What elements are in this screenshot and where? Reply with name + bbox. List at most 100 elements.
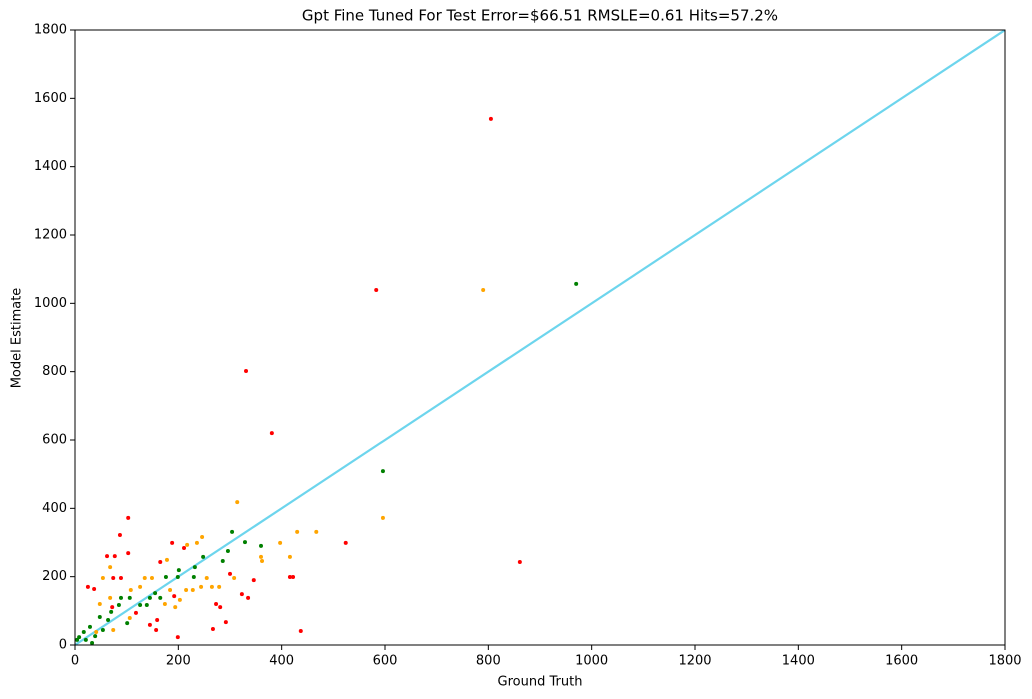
point — [133, 610, 138, 615]
chart-title: Gpt Fine Tuned For Test Error=$66.51 RMS… — [302, 7, 778, 25]
y-axis-label: Model Estimate — [10, 288, 25, 389]
point — [235, 500, 240, 505]
x-tick-label: 0 — [71, 654, 79, 669]
x-tick-label: 1600 — [885, 654, 918, 669]
point — [90, 640, 95, 645]
point — [154, 627, 159, 632]
point — [128, 587, 133, 592]
point — [287, 554, 292, 559]
point — [105, 554, 110, 559]
point — [182, 545, 187, 550]
x-tick-label: 1000 — [575, 654, 608, 669]
point — [168, 587, 173, 592]
point — [111, 627, 116, 632]
point — [117, 532, 122, 537]
point — [116, 603, 121, 608]
point — [158, 595, 163, 600]
point — [239, 592, 244, 597]
x-tick-label: 1800 — [988, 654, 1021, 669]
point — [126, 551, 131, 556]
x-axis-label: Ground Truth — [498, 675, 583, 690]
point — [287, 575, 292, 580]
point — [176, 568, 181, 573]
point — [173, 605, 178, 610]
point — [244, 368, 249, 373]
point — [81, 630, 86, 635]
point — [108, 565, 113, 570]
x-tick-label: 1200 — [678, 654, 711, 669]
point — [259, 554, 263, 559]
point — [106, 618, 111, 623]
point — [225, 549, 230, 554]
x-tick-label: 400 — [269, 654, 294, 669]
point — [259, 543, 263, 548]
point — [94, 630, 99, 635]
point — [108, 595, 113, 600]
point — [269, 431, 274, 436]
point — [112, 554, 117, 559]
point — [232, 576, 237, 581]
point — [343, 540, 348, 545]
point — [220, 558, 225, 563]
point — [574, 281, 579, 286]
point — [223, 620, 228, 625]
plot-frame — [74, 29, 1006, 646]
point — [175, 635, 180, 640]
point — [204, 576, 209, 581]
point — [218, 605, 223, 610]
point — [97, 602, 102, 606]
point — [170, 540, 175, 545]
y-tick-label: 400 — [42, 501, 67, 516]
point — [172, 594, 177, 599]
point — [481, 288, 486, 293]
point — [118, 595, 123, 600]
point — [194, 540, 199, 545]
point — [200, 535, 205, 540]
point — [314, 529, 319, 534]
point — [142, 576, 147, 581]
point — [163, 575, 168, 580]
point — [201, 554, 206, 559]
point — [125, 621, 130, 626]
point — [87, 624, 92, 629]
point — [185, 542, 190, 547]
x-tick-label: 1400 — [782, 654, 815, 669]
point — [93, 634, 98, 639]
point — [374, 288, 379, 293]
point — [291, 575, 296, 580]
y-tick-label: 0 — [59, 638, 67, 653]
point — [100, 627, 105, 632]
y-tick-label: 1000 — [34, 296, 67, 311]
y-tick-label: 200 — [42, 569, 67, 584]
y-tick-label: 800 — [42, 364, 67, 379]
point — [97, 614, 102, 619]
point — [92, 586, 97, 591]
point — [83, 637, 88, 642]
point — [217, 584, 222, 589]
point — [77, 635, 82, 640]
point — [158, 559, 163, 564]
point — [144, 603, 149, 608]
point — [228, 571, 232, 576]
point — [85, 584, 90, 589]
point — [111, 576, 116, 581]
point — [210, 626, 215, 631]
point — [246, 595, 251, 600]
point — [209, 584, 214, 589]
point — [109, 609, 114, 614]
point — [175, 575, 180, 580]
point — [177, 597, 182, 602]
point — [214, 602, 219, 606]
point — [153, 591, 158, 596]
reference-line — [75, 30, 1005, 645]
point — [127, 595, 132, 600]
point — [126, 515, 131, 520]
point — [380, 469, 385, 474]
point — [488, 116, 493, 121]
point — [155, 618, 160, 623]
point — [75, 637, 80, 642]
point — [147, 622, 152, 627]
point — [100, 576, 105, 581]
point — [127, 616, 132, 621]
